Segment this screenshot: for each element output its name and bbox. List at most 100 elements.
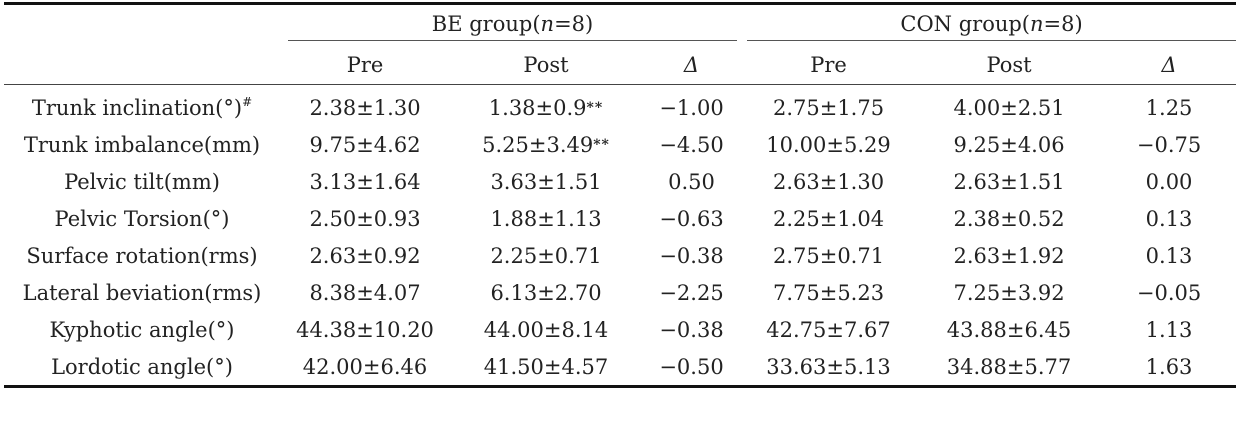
cell-value: 2.63±1.51 bbox=[953, 169, 1065, 194]
group-n-label: n bbox=[1030, 11, 1044, 36]
value-cell: −2.25 bbox=[642, 274, 741, 311]
value-cell: 1.38±0.9** bbox=[450, 85, 642, 127]
value-cell: 0.13 bbox=[1102, 200, 1236, 237]
value-cell: 1.25 bbox=[1102, 85, 1236, 127]
row-label-cell: Pelvic tilt(mm) bbox=[4, 163, 280, 200]
cell-value: 7.25±3.92 bbox=[953, 280, 1065, 305]
value-cell: 2.75±0.71 bbox=[741, 237, 916, 274]
cell-value: 9.25±4.06 bbox=[953, 132, 1065, 157]
table-row: Lordotic angle(°) 42.00±6.46 41.50±4.57 −0.… bbox=[4, 348, 1237, 388]
value-cell: 34.88±5.77 bbox=[916, 348, 1103, 388]
cell-value: 2.50±0.93 bbox=[309, 206, 421, 231]
cell-value: 2.75±1.75 bbox=[772, 95, 885, 120]
results-table: BE group(n=8) CON group(n=8) Pre Post Δ … bbox=[4, 2, 1237, 388]
cell-value: −0.50 bbox=[659, 354, 724, 379]
row-label: Pelvic tilt(mm) bbox=[64, 169, 220, 194]
value-cell: −0.38 bbox=[642, 237, 741, 274]
row-label: Kyphotic angle(°) bbox=[49, 317, 235, 342]
group-n-value: =8) bbox=[1043, 11, 1083, 36]
cell-value: 2.38±1.30 bbox=[309, 95, 421, 120]
significance-mark: ** bbox=[593, 136, 610, 153]
cell-value: 1.13 bbox=[1145, 317, 1193, 342]
value-cell: 1.13 bbox=[1102, 311, 1236, 348]
value-cell: 33.63±5.13 bbox=[741, 348, 917, 388]
subheader-row: Pre Post Δ Pre Post Δ bbox=[4, 45, 1237, 85]
row-label-cell: Pelvic Torsion(°) bbox=[4, 200, 280, 237]
cell-value: 0.13 bbox=[1145, 206, 1193, 231]
value-cell: 43.88±6.45 bbox=[916, 311, 1102, 348]
group-header-be: BE group(n=8) bbox=[280, 2, 742, 45]
table-row: Trunk imbalance(mm) 9.75±4.62 5.25±3.49** −… bbox=[4, 126, 1236, 163]
value-cell: 2.63±1.92 bbox=[916, 237, 1102, 274]
value-cell: −1.00 bbox=[642, 85, 741, 127]
value-cell: −0.05 bbox=[1102, 274, 1236, 311]
subheader-post: Post bbox=[450, 45, 642, 85]
cell-value: 34.88±5.77 bbox=[946, 354, 1072, 379]
table-row: Trunk inclination(°)# 2.38±1.30 1.38±0.9**… bbox=[4, 85, 1236, 127]
value-cell: −0.75 bbox=[1102, 126, 1236, 163]
row-label: Trunk inclination(°) bbox=[31, 95, 243, 120]
cell-value: 2.63±1.92 bbox=[953, 243, 1065, 268]
value-cell: 9.25±4.06 bbox=[916, 126, 1102, 163]
value-cell: 6.13±2.70 bbox=[450, 274, 642, 311]
cell-value: 41.50±4.57 bbox=[483, 354, 609, 379]
value-cell: 10.00±5.29 bbox=[741, 126, 916, 163]
table-row: Kyphotic angle(°) 44.38±10.20 44.00±8.14 −0… bbox=[4, 311, 1236, 348]
subheader-delta: Δ bbox=[1102, 45, 1237, 85]
subheader-pre: Pre bbox=[741, 45, 917, 85]
cell-value: 42.75±7.67 bbox=[766, 317, 891, 342]
cell-value: 1.25 bbox=[1145, 95, 1193, 120]
group-name: CON group( bbox=[900, 11, 1030, 36]
value-cell: 44.00±8.14 bbox=[450, 311, 642, 348]
cell-value: −0.38 bbox=[659, 243, 724, 268]
cell-value: 33.63±5.13 bbox=[766, 354, 891, 379]
cell-value: −0.05 bbox=[1136, 280, 1202, 305]
group-header-con: CON group(n=8) bbox=[741, 2, 1237, 45]
cell-value: 2.63±1.30 bbox=[772, 169, 885, 194]
cell-value: 42.00±6.46 bbox=[302, 354, 428, 379]
value-cell: 3.13±1.64 bbox=[280, 163, 450, 200]
value-cell: 2.75±1.75 bbox=[741, 85, 916, 127]
cell-value: 2.63±0.92 bbox=[309, 243, 421, 268]
table-body: Trunk inclination(°)# 2.38±1.30 1.38±0.9**… bbox=[4, 85, 1237, 388]
group-n-value: =8) bbox=[554, 11, 594, 36]
cell-value: 9.75±4.62 bbox=[309, 132, 421, 157]
cell-value: 6.13±2.70 bbox=[490, 280, 602, 305]
value-cell: 2.63±1.51 bbox=[916, 163, 1102, 200]
subheader-pre: Pre bbox=[280, 45, 450, 85]
value-cell: 2.25±1.04 bbox=[741, 200, 916, 237]
cell-value: 44.00±8.14 bbox=[483, 317, 609, 342]
value-cell: 42.00±6.46 bbox=[280, 348, 450, 388]
row-label-cell: Lateral beviation(rms) bbox=[4, 274, 280, 311]
value-cell: −4.50 bbox=[642, 126, 741, 163]
header-corner-cell bbox=[4, 2, 280, 45]
group-n-label: n bbox=[540, 11, 555, 36]
cell-value: −2.25 bbox=[659, 280, 724, 305]
row-label-cell: Kyphotic angle(°) bbox=[4, 311, 280, 348]
value-cell: 2.50±0.93 bbox=[280, 200, 450, 237]
value-cell: 7.75±5.23 bbox=[741, 274, 916, 311]
significance-mark: ** bbox=[586, 99, 604, 116]
value-cell: 0.50 bbox=[642, 163, 741, 200]
value-cell: 2.38±0.52 bbox=[916, 200, 1102, 237]
row-label-cell: Trunk imbalance(mm) bbox=[4, 126, 280, 163]
value-cell: 44.38±10.20 bbox=[280, 311, 450, 348]
cell-value: 44.38±10.20 bbox=[296, 317, 434, 342]
value-cell: 2.63±0.92 bbox=[280, 237, 450, 274]
header-blank-cell bbox=[4, 45, 280, 85]
row-label: Trunk imbalance(mm) bbox=[23, 132, 261, 157]
table-row: Pelvic Torsion(°) 2.50±0.93 1.88±1.13 −0.63… bbox=[4, 200, 1236, 237]
table-row: Surface rotation(rms) 2.63±0.92 2.25±0.71 −… bbox=[4, 237, 1236, 274]
value-cell: 1.88±1.13 bbox=[450, 200, 642, 237]
table-row: Pelvic tilt(mm) 3.13±1.64 3.63±1.51 0.50 2.6… bbox=[4, 163, 1236, 200]
cell-value: 2.38±0.52 bbox=[953, 206, 1065, 231]
cell-value: −0.63 bbox=[659, 206, 724, 231]
group-name: BE group( bbox=[431, 11, 541, 36]
value-cell: 2.25±0.71 bbox=[450, 237, 642, 274]
cell-value: 10.00±5.29 bbox=[766, 132, 891, 157]
cell-value: 1.63 bbox=[1145, 354, 1193, 379]
cell-value: 2.25±1.04 bbox=[772, 206, 885, 231]
value-cell: 1.63 bbox=[1102, 348, 1237, 388]
cell-value: −1.00 bbox=[659, 95, 724, 120]
value-cell: 7.25±3.92 bbox=[916, 274, 1102, 311]
